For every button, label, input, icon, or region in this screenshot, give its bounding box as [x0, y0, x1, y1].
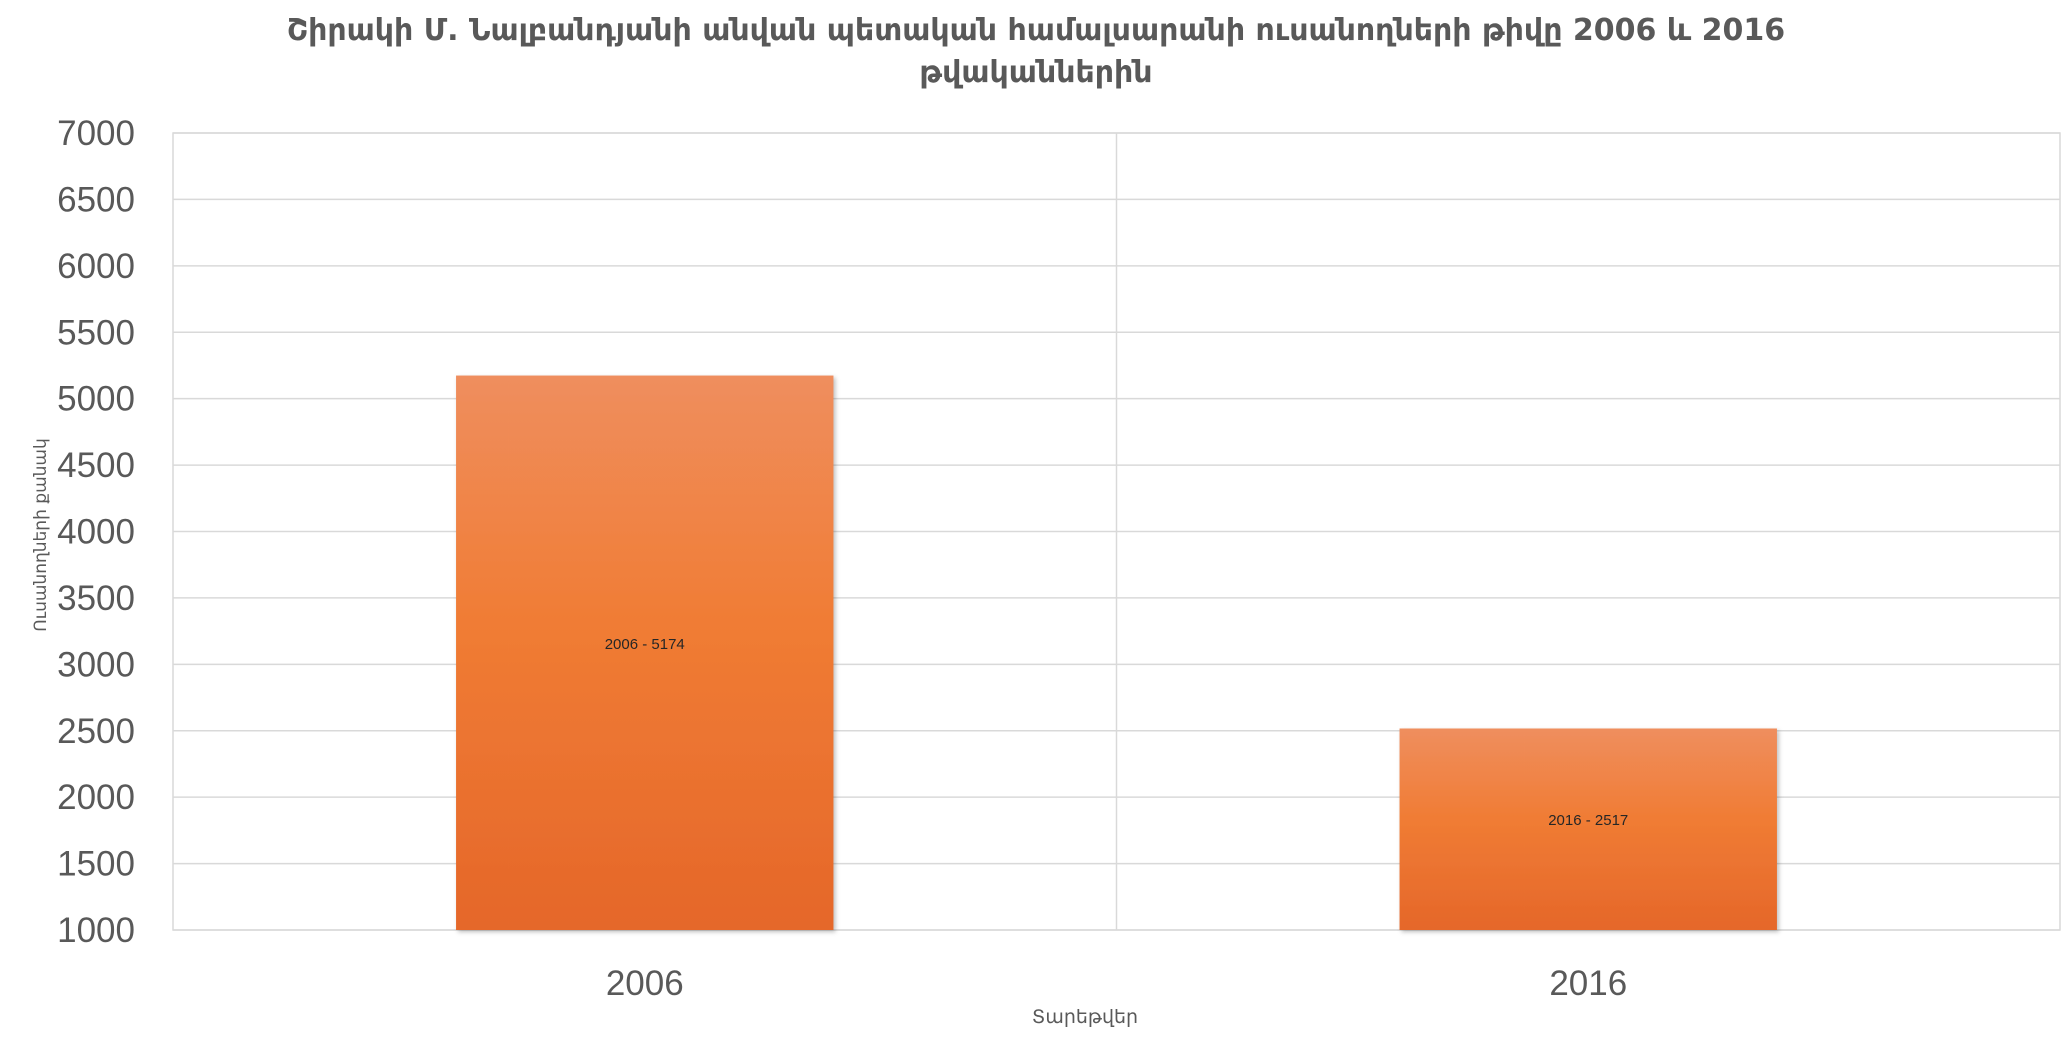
y-tick-label: 7000: [57, 114, 135, 153]
y-tick-label: 3000: [57, 645, 135, 684]
data-label-2006: 2006 - 5174: [605, 636, 685, 653]
y-tick-label: 6000: [57, 247, 135, 286]
x-tick-label-2006: 2006: [606, 964, 684, 1003]
chart-title: Շիրակի Մ. Նալբանդյանի անվան պետական համա…: [0, 10, 2072, 94]
x-axis-title: Տարեթվեր: [1032, 1006, 1138, 1028]
bar-2016: [1399, 728, 1777, 930]
y-tick-label: 1000: [57, 911, 135, 950]
y-axis-ticks: 1000 1500 2000 2500 3000 3500 4000 4500 5000 5500…: [57, 114, 135, 950]
chart-title-line-1: Շիրակի Մ. Նալբանդյանի անվան պետական համա…: [286, 13, 1786, 48]
bars: [456, 375, 1777, 930]
y-tick-label: 4000: [57, 513, 135, 552]
y-tick-label: 2000: [57, 778, 135, 817]
y-tick-label: 6500: [57, 180, 135, 219]
y-tick-label: 5500: [57, 313, 135, 352]
y-tick-label: 4500: [57, 446, 135, 485]
data-labels: 2006 - 5174 2016 - 2517: [605, 636, 1629, 829]
y-tick-label: 1500: [57, 845, 135, 884]
chart-title-line-2: թվականներին: [919, 55, 1153, 90]
y-tick-label: 2500: [57, 712, 135, 751]
x-axis-ticks: 2006 2016: [606, 964, 1627, 1003]
y-axis-title: Ուսանողների քանակ: [31, 438, 51, 631]
x-tick-label-2016: 2016: [1549, 964, 1627, 1003]
y-tick-label: 3500: [57, 579, 135, 618]
data-label-2016: 2016 - 2517: [1548, 812, 1628, 829]
bar-2006: [456, 375, 834, 930]
y-tick-label: 5000: [57, 380, 135, 419]
